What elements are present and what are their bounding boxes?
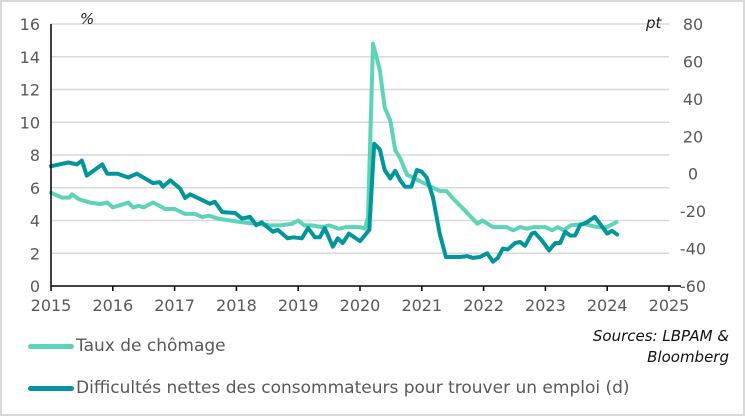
x-tick-label: 2021 bbox=[401, 296, 442, 315]
sources-note: Sources: LBPAM & Bloomberg bbox=[593, 326, 729, 368]
legend-label: Difficultés nettes des consommateurs pou… bbox=[76, 378, 630, 398]
left-tick-label: 6 bbox=[30, 179, 40, 198]
x-tick-label: 2024 bbox=[587, 296, 628, 315]
x-tick-label: 2023 bbox=[525, 296, 566, 315]
legend-item-job-difficulty: Difficultés nettes des consommateurs pou… bbox=[28, 378, 630, 398]
right-axis-unit: pt bbox=[645, 14, 663, 32]
x-tick-label: 2022 bbox=[463, 296, 504, 315]
left-tick-label: 16 bbox=[20, 15, 40, 34]
left-tick-label: 8 bbox=[30, 146, 40, 165]
right-tick-label: 0 bbox=[688, 165, 698, 184]
left-tick-label: 4 bbox=[30, 212, 40, 231]
left-tick-label: 14 bbox=[20, 48, 40, 67]
left-tick-label: 10 bbox=[20, 113, 40, 132]
legend-item-unemployment: Taux de chômage bbox=[28, 336, 226, 356]
right-tick-label: 80 bbox=[683, 15, 703, 34]
sources-line: Bloomberg bbox=[647, 348, 729, 366]
right-tick-label: -40 bbox=[680, 240, 706, 259]
right-tick-label: 20 bbox=[683, 127, 703, 146]
series-line-job-difficulty bbox=[49, 141, 620, 264]
sources-line: Sources: LBPAM & bbox=[592, 327, 729, 345]
left-tick-label: 2 bbox=[30, 244, 40, 263]
x-tick-label: 2017 bbox=[154, 296, 195, 315]
x-tick-label: 2016 bbox=[92, 296, 133, 315]
right-tick-label: 60 bbox=[683, 52, 703, 71]
left-tick-label: 12 bbox=[20, 81, 40, 100]
series-line-unemployment bbox=[49, 41, 619, 233]
legend-label: Taux de chômage bbox=[76, 336, 226, 356]
right-tick-label: -60 bbox=[680, 277, 706, 296]
x-tick-label: 2015 bbox=[31, 296, 72, 315]
x-tick-label: 2018 bbox=[216, 296, 257, 315]
legend-swatch bbox=[28, 343, 74, 349]
left-axis-unit: % bbox=[80, 10, 94, 28]
legend-swatch bbox=[28, 385, 74, 391]
right-tick-label: 40 bbox=[683, 90, 703, 109]
x-tick-label: 2019 bbox=[278, 296, 319, 315]
x-tick-label: 2025 bbox=[649, 296, 690, 315]
x-tick-label: 2020 bbox=[340, 296, 381, 315]
right-tick-label: -20 bbox=[680, 202, 706, 221]
left-tick-label: 0 bbox=[30, 277, 40, 296]
